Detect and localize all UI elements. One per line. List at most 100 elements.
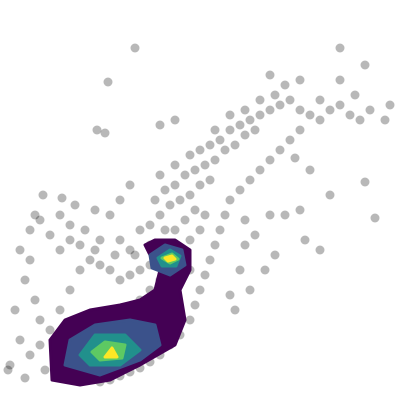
point <box>255 110 265 120</box>
point <box>185 150 195 160</box>
point <box>155 120 165 130</box>
point <box>15 245 25 255</box>
point <box>190 165 200 175</box>
point <box>220 210 230 220</box>
point <box>195 225 205 235</box>
point <box>315 245 325 255</box>
point <box>365 105 375 115</box>
point <box>280 210 290 220</box>
point <box>190 205 200 215</box>
point <box>45 230 55 240</box>
point <box>125 245 135 255</box>
point <box>305 165 315 175</box>
point <box>85 255 95 265</box>
point <box>185 235 195 245</box>
contour <box>103 346 119 359</box>
point <box>55 210 65 220</box>
point <box>335 43 345 53</box>
point <box>255 165 265 175</box>
point <box>35 315 45 325</box>
point <box>265 70 275 80</box>
point <box>165 200 175 210</box>
point <box>130 250 140 260</box>
point <box>135 265 145 275</box>
point <box>315 95 325 105</box>
point <box>115 275 125 285</box>
point <box>80 225 90 235</box>
point <box>245 175 255 185</box>
point <box>205 255 215 265</box>
point <box>385 100 395 110</box>
point <box>3 365 13 375</box>
point <box>360 177 370 187</box>
point <box>325 105 335 115</box>
point <box>285 95 295 105</box>
point <box>225 195 235 205</box>
point <box>170 225 180 235</box>
point <box>265 155 275 165</box>
point <box>130 43 140 53</box>
point <box>100 128 110 138</box>
point <box>295 105 305 115</box>
point <box>235 185 245 195</box>
point <box>230 305 240 315</box>
point <box>170 160 180 170</box>
point <box>265 105 275 115</box>
point <box>295 205 305 215</box>
point <box>40 365 50 375</box>
point <box>160 225 170 235</box>
point <box>105 210 115 220</box>
point <box>25 350 35 360</box>
point <box>225 290 235 300</box>
point <box>185 315 195 325</box>
point <box>20 275 30 285</box>
point <box>95 260 105 270</box>
point <box>25 225 35 235</box>
point <box>190 300 200 310</box>
point <box>35 340 45 350</box>
point <box>275 145 285 155</box>
point <box>170 115 180 125</box>
point <box>185 190 195 200</box>
point <box>103 77 113 87</box>
point <box>65 285 75 295</box>
point <box>75 240 85 250</box>
point <box>195 285 205 295</box>
point <box>260 265 270 275</box>
point <box>210 240 220 250</box>
point <box>240 215 250 225</box>
point <box>210 125 220 135</box>
point <box>92 125 102 135</box>
point <box>38 190 48 200</box>
point <box>235 120 245 130</box>
point <box>57 193 67 203</box>
point <box>175 195 185 205</box>
point <box>30 210 40 220</box>
point <box>200 160 210 170</box>
point <box>210 155 220 165</box>
point <box>230 140 240 150</box>
point <box>325 190 335 200</box>
point <box>225 110 235 120</box>
point <box>155 170 165 180</box>
point <box>355 115 365 125</box>
point <box>235 265 245 275</box>
point <box>265 210 275 220</box>
point <box>245 285 255 295</box>
point <box>155 210 165 220</box>
point <box>115 195 125 205</box>
point <box>295 125 305 135</box>
point <box>300 235 310 245</box>
point <box>255 95 265 105</box>
point <box>115 235 125 245</box>
point <box>270 250 280 260</box>
point <box>65 220 75 230</box>
point <box>240 130 250 140</box>
point <box>295 75 305 85</box>
point <box>205 175 215 185</box>
point <box>200 210 210 220</box>
point <box>370 213 380 223</box>
point <box>105 265 115 275</box>
density-contours <box>48 238 192 387</box>
